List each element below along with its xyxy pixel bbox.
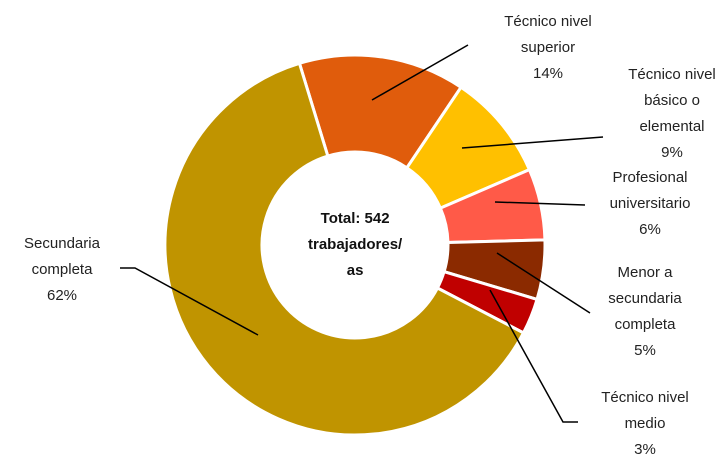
category-label: Menor a secundaria completa [608, 264, 682, 333]
leader-line [120, 267, 259, 336]
category-label: Profesional universitario [609, 169, 691, 212]
data-label: Técnico nivel medio 3% [595, 385, 695, 457]
leader-line [461, 136, 604, 149]
leader-line [371, 44, 469, 101]
value-label: 14% [532, 65, 564, 82]
category-label: Técnico nivel medio [601, 389, 689, 432]
value-label: 3% [634, 441, 656, 457]
value-label: 6% [639, 221, 661, 238]
category-label: Técnico nivel básico o elemental [628, 66, 716, 135]
data-label: Menor a secundaria completa 5% [603, 260, 688, 364]
value-label: 9% [661, 144, 683, 161]
value-label: 5% [634, 342, 656, 359]
leader-line [489, 289, 578, 423]
category-label: Secundaria completa [24, 235, 100, 278]
data-label: Profesional universitario 6% [595, 165, 705, 243]
donut-slice [163, 61, 526, 437]
data-label: Técnico nivel superior 14% [488, 9, 608, 87]
center-label: Total: 542 trabajadores/ as [308, 210, 403, 279]
value-label: 62% [46, 287, 78, 304]
category-label: Técnico nivel superior [504, 13, 592, 56]
data-label: Secundaria completa 62% [17, 231, 107, 309]
data-label: Técnico nivel básico o elemental 9% [617, 62, 726, 166]
leader-line [496, 252, 591, 314]
leader-line [494, 201, 586, 206]
